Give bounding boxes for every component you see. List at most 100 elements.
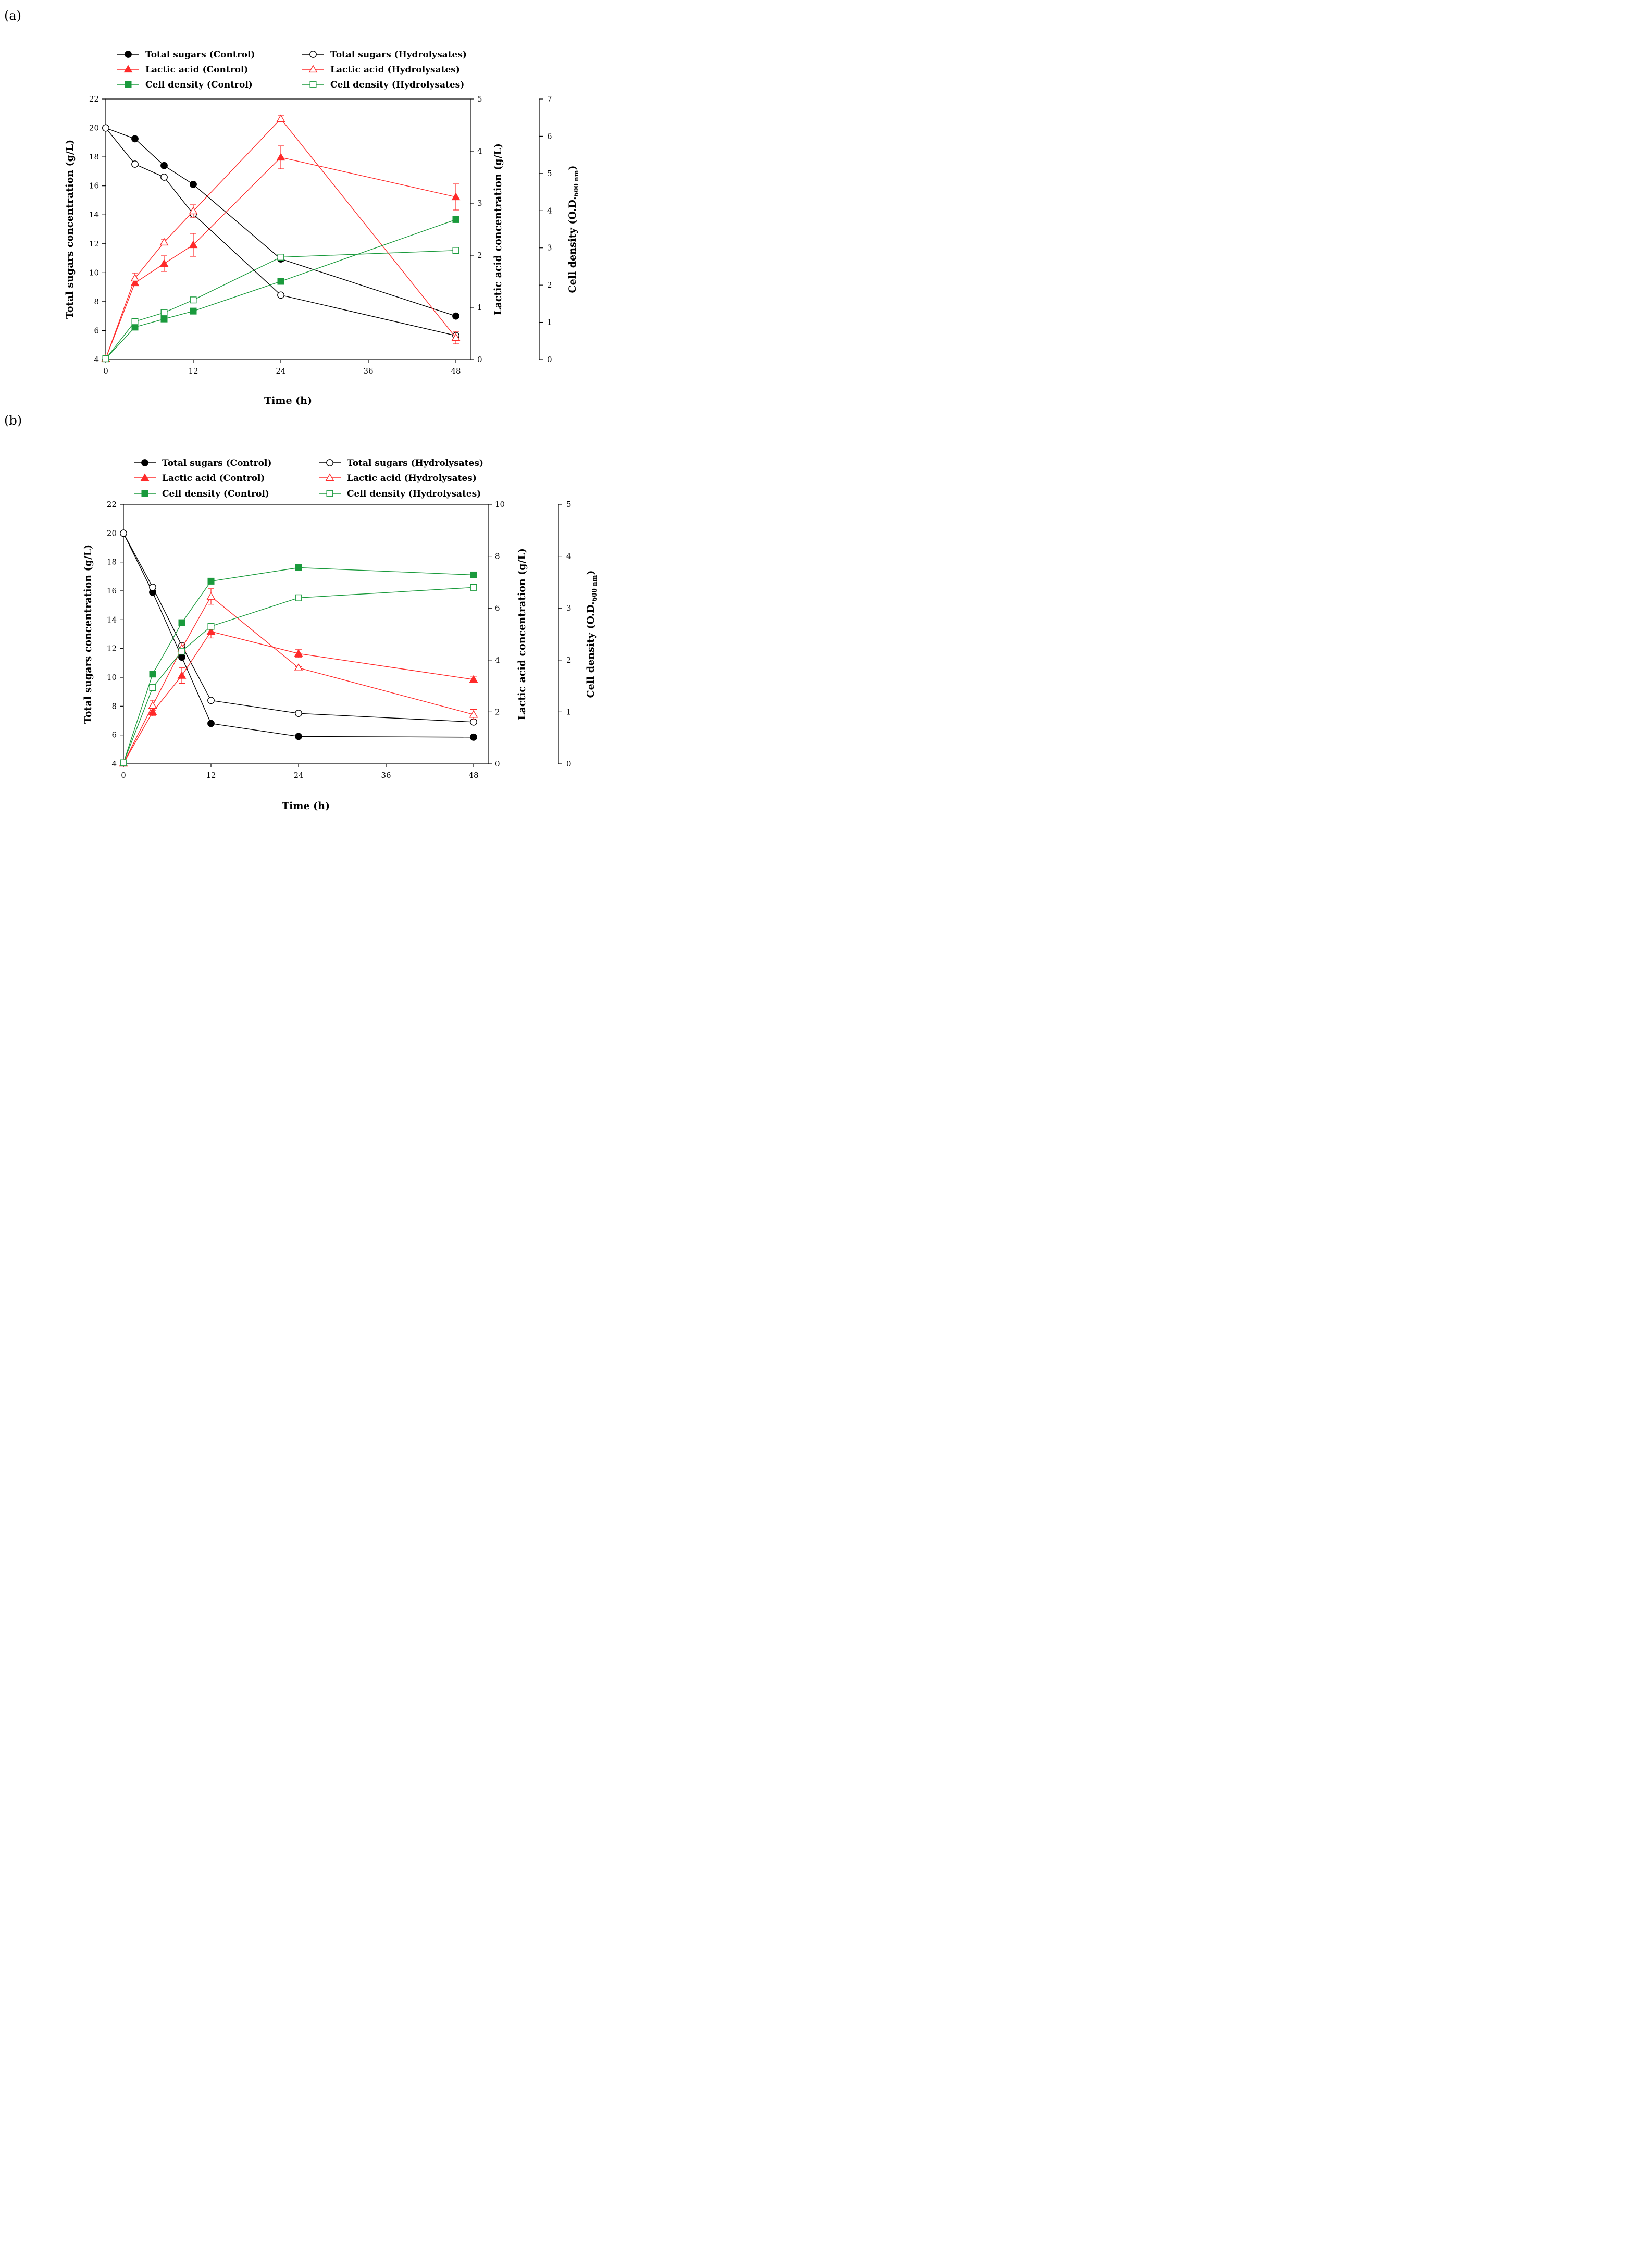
y-left-tick-label: 16 <box>107 586 117 596</box>
series-line <box>123 596 474 764</box>
data-point <box>102 355 109 363</box>
y-third-tick-label: 7 <box>547 94 552 104</box>
data-point <box>177 671 187 679</box>
y-third-axis-label-end: ) <box>567 166 578 170</box>
legend-marker <box>140 473 150 481</box>
x-tick-label: 12 <box>188 366 198 376</box>
series-0 <box>120 529 477 741</box>
data-point <box>295 710 302 717</box>
series-line <box>123 587 474 763</box>
legend-entry: Lactic acid (Hydrolysates) <box>347 473 477 484</box>
data-point <box>276 114 285 122</box>
y-right-tick-label: 4 <box>477 146 482 156</box>
legend-entry: Cell density (Hydrolysates) <box>347 489 481 499</box>
y-third-tick-label: 6 <box>547 131 552 141</box>
data-point <box>206 627 216 635</box>
y-third-axis-label-sub: 600 nm <box>591 575 598 601</box>
data-point <box>470 584 477 591</box>
y-left-tick-label: 6 <box>94 326 99 335</box>
data-point <box>130 274 140 282</box>
data-point <box>159 238 169 246</box>
data-point <box>452 216 459 223</box>
data-point <box>276 153 285 161</box>
y-right-tick-label: 3 <box>477 199 482 208</box>
y-left-tick-label: 6 <box>111 731 117 740</box>
y-right-tick-label: 1 <box>477 303 482 312</box>
x-tick-label: 0 <box>103 366 108 376</box>
y-third-tick-label: 5 <box>547 169 552 178</box>
data-point <box>102 124 109 132</box>
legend-marker <box>326 459 333 466</box>
series-2 <box>101 145 461 362</box>
legend-marker <box>141 459 148 466</box>
x-tick-label: 48 <box>468 771 478 780</box>
data-point <box>190 296 197 304</box>
data-point <box>277 278 284 285</box>
data-point <box>207 720 215 727</box>
data-point <box>160 309 168 316</box>
series-line <box>105 127 456 317</box>
data-point <box>148 707 157 715</box>
data-point <box>452 247 459 254</box>
legend-marker <box>308 65 318 73</box>
y-third-tick-label: 1 <box>547 318 552 327</box>
data-point <box>178 653 185 661</box>
legend-marker <box>141 490 148 497</box>
data-point <box>470 571 477 578</box>
x-tick-label: 24 <box>293 771 303 780</box>
data-point <box>295 594 302 601</box>
y-left-tick-label: 8 <box>94 297 99 306</box>
y-left-tick-label: 20 <box>107 528 117 538</box>
y-left-tick-label: 12 <box>89 239 99 249</box>
data-point <box>149 684 156 691</box>
y-left-axis-label: Total sugars concentration (g/L) <box>82 544 94 724</box>
data-point <box>149 584 156 591</box>
data-point <box>294 663 303 671</box>
data-point <box>189 206 198 215</box>
data-point <box>207 623 215 630</box>
series-3 <box>101 114 461 362</box>
data-point <box>190 180 197 188</box>
legend-entry: Lactic acid (Control) <box>145 65 248 75</box>
series-2 <box>119 624 478 767</box>
x-tick-label: 48 <box>451 366 461 376</box>
y-left-tick-label: 16 <box>89 181 99 191</box>
data-point <box>120 759 127 766</box>
data-point <box>277 254 284 261</box>
y-third-axis-label-sub: 600 nm <box>573 170 580 196</box>
legend-entry: Total sugars (Hydrolysates) <box>347 458 483 468</box>
data-point <box>207 697 215 704</box>
series-5 <box>102 247 459 363</box>
legend-entry: Total sugars (Control) <box>162 458 271 468</box>
y-left-tick-label: 14 <box>107 615 117 624</box>
legend-entry: Cell density (Control) <box>162 489 269 499</box>
legend-marker <box>125 51 132 58</box>
y-third-tick-label: 3 <box>566 603 572 613</box>
data-point <box>160 162 168 169</box>
series-line <box>123 533 474 723</box>
x-tick-label: 24 <box>276 366 285 376</box>
y-third-tick-label: 4 <box>566 552 572 561</box>
y-third-tick-label: 4 <box>547 206 552 215</box>
series-line <box>105 118 456 359</box>
y-third-axis-label-end: ) <box>585 571 597 575</box>
y-right-tick-label: 5 <box>477 94 482 104</box>
y-third-tick-label: 0 <box>566 759 572 769</box>
y-right-tick-label: 0 <box>477 355 482 364</box>
y-third-tick-label: 2 <box>566 655 572 665</box>
y-left-tick-label: 18 <box>89 152 99 162</box>
y-third-axis-label-main: Cell density (O.D. <box>585 601 597 698</box>
y-right-axis-label: Lactic acid concentration (g/L) <box>492 143 504 315</box>
data-point <box>469 710 478 718</box>
series-line <box>123 533 474 738</box>
data-point <box>189 240 198 249</box>
y-right-tick-label: 0 <box>495 759 500 769</box>
legend-marker <box>123 65 133 73</box>
series-4 <box>102 216 459 363</box>
legend-marker <box>309 81 317 88</box>
x-axis-label: Time (h) <box>282 800 330 812</box>
series-line <box>105 219 456 360</box>
series-line <box>105 128 456 336</box>
plot-frame <box>105 98 471 360</box>
